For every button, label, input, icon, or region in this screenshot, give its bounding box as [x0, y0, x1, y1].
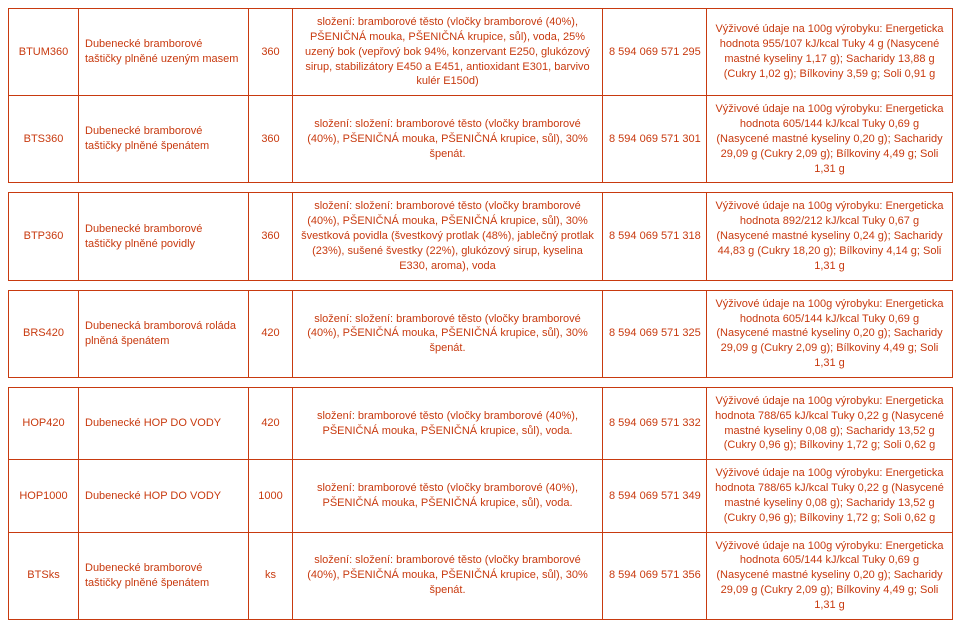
cell-composition: složení: složení: bramborové těsto (vloč… — [293, 290, 603, 377]
cell-composition: složení: bramborové těsto (vločky brambo… — [293, 9, 603, 96]
cell-barcode: 8 594 069 571 332 — [603, 387, 707, 459]
cell-code: HOP420 — [9, 387, 79, 459]
cell-barcode: 8 594 069 571 356 — [603, 532, 707, 619]
table-row: HOP1000Dubenecké HOP DO VODY1000složení:… — [9, 460, 953, 532]
cell-nutrition: Výživové údaje na 100g výrobyku: Energet… — [707, 290, 953, 377]
cell-qty: 360 — [249, 96, 293, 183]
cell-qty: 420 — [249, 290, 293, 377]
cell-qty: 420 — [249, 387, 293, 459]
table-row: BTP360Dubenecké bramborové taštičky plně… — [9, 193, 953, 280]
cell-name: Dubenecké bramborové taštičky plněné pov… — [79, 193, 249, 280]
cell-barcode: 8 594 069 571 349 — [603, 460, 707, 532]
cell-nutrition: Výživové údaje na 100g výrobyku: Energet… — [707, 9, 953, 96]
cell-composition: složení: bramborové těsto (vločky brambo… — [293, 387, 603, 459]
cell-name: Dubenecké bramborové taštičky plněné uze… — [79, 9, 249, 96]
cell-nutrition: Výživové údaje na 100g výrobyku: Energet… — [707, 193, 953, 280]
cell-composition: složení: složení: bramborové těsto (vloč… — [293, 532, 603, 619]
cell-barcode: 8 594 069 571 301 — [603, 96, 707, 183]
cell-qty: 360 — [249, 9, 293, 96]
cell-code: BTSks — [9, 532, 79, 619]
cell-composition: složení: složení: bramborové těsto (vloč… — [293, 193, 603, 280]
table-row: BTUM360Dubenecké bramborové taštičky pln… — [9, 9, 953, 96]
cell-barcode: 8 594 069 571 295 — [603, 9, 707, 96]
cell-nutrition: Výživové údaje na 100g výrobyku: Energet… — [707, 387, 953, 459]
cell-nutrition: Výživové údaje na 100g výrobyku: Energet… — [707, 532, 953, 619]
cell-code: BTP360 — [9, 193, 79, 280]
cell-name: Dubenecké HOP DO VODY — [79, 387, 249, 459]
cell-composition: složení: složení: bramborové těsto (vloč… — [293, 96, 603, 183]
cell-barcode: 8 594 069 571 325 — [603, 290, 707, 377]
spacer-row — [9, 377, 953, 387]
table-row: BRS420Dubenecká bramborová roláda plněná… — [9, 290, 953, 377]
cell-name: Dubenecké HOP DO VODY — [79, 460, 249, 532]
cell-barcode: 8 594 069 571 318 — [603, 193, 707, 280]
cell-qty: 360 — [249, 193, 293, 280]
cell-code: BTUM360 — [9, 9, 79, 96]
cell-name: Dubenecká bramborová roláda plněná špená… — [79, 290, 249, 377]
cell-name: Dubenecké bramborové taštičky plněné špe… — [79, 96, 249, 183]
cell-nutrition: Výživové údaje na 100g výrobyku: Energet… — [707, 96, 953, 183]
cell-code: HOP1000 — [9, 460, 79, 532]
cell-composition: složení: bramborové těsto (vločky brambo… — [293, 460, 603, 532]
table-row: BTSksDubenecké bramborové taštičky plněn… — [9, 532, 953, 619]
table-row: HOP420Dubenecké HOP DO VODY420složení: b… — [9, 387, 953, 459]
table-row: BTS360Dubenecké bramborové taštičky plně… — [9, 96, 953, 183]
cell-name: Dubenecké bramborové taštičky plněné špe… — [79, 532, 249, 619]
spacer-row — [9, 280, 953, 290]
cell-qty: 1000 — [249, 460, 293, 532]
cell-qty: ks — [249, 532, 293, 619]
spacer-row — [9, 183, 953, 193]
cell-code: BTS360 — [9, 96, 79, 183]
product-table: BTUM360Dubenecké bramborové taštičky pln… — [8, 8, 953, 620]
cell-nutrition: Výživové údaje na 100g výrobyku: Energet… — [707, 460, 953, 532]
cell-code: BRS420 — [9, 290, 79, 377]
